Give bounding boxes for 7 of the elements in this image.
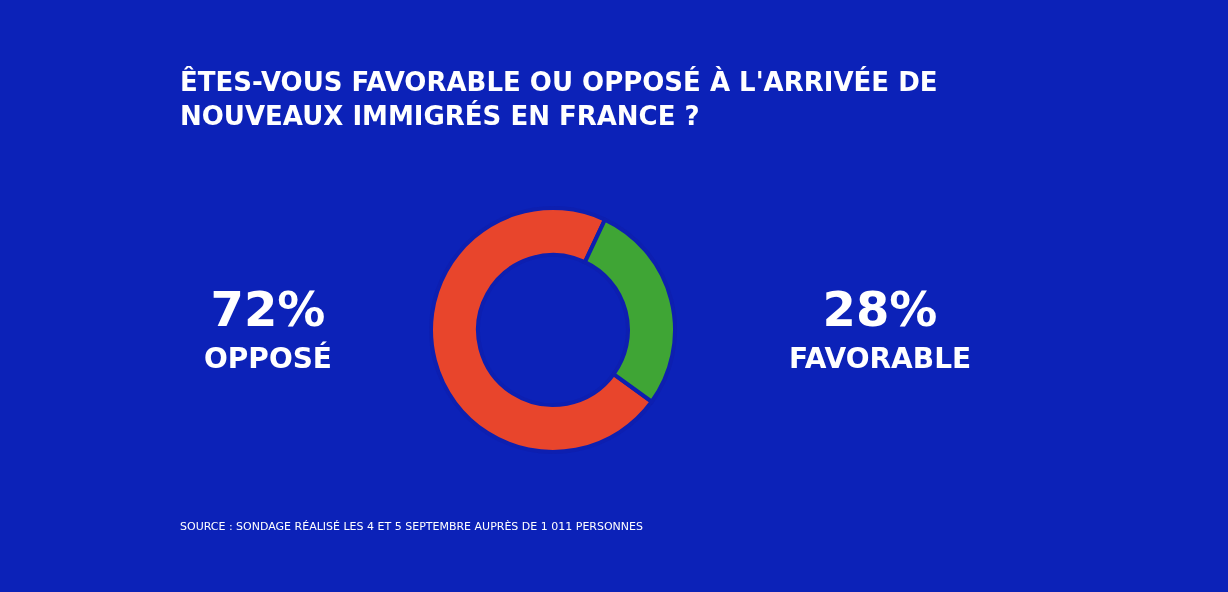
text: ÊTES-VOUS FAVORABLE OU OPPOSÉ À L'ARRIVÉE DE [180,67,938,97]
data-label: 72% [210,281,326,337]
slice-label: FAVORABLE [788,342,972,375]
source-note: SOURCE : SONDAGE RÉALISÉ LES 4 ET 5 SEPTEMBRE AUPRÈS DE 1 011 PERSONNES [180,520,644,533]
slice-label: OPPOSÉ [204,341,332,375]
text: NOUVEAUX IMMIGRÉS EN FRANCE ? [180,101,700,131]
data-label: 28% [822,281,938,337]
